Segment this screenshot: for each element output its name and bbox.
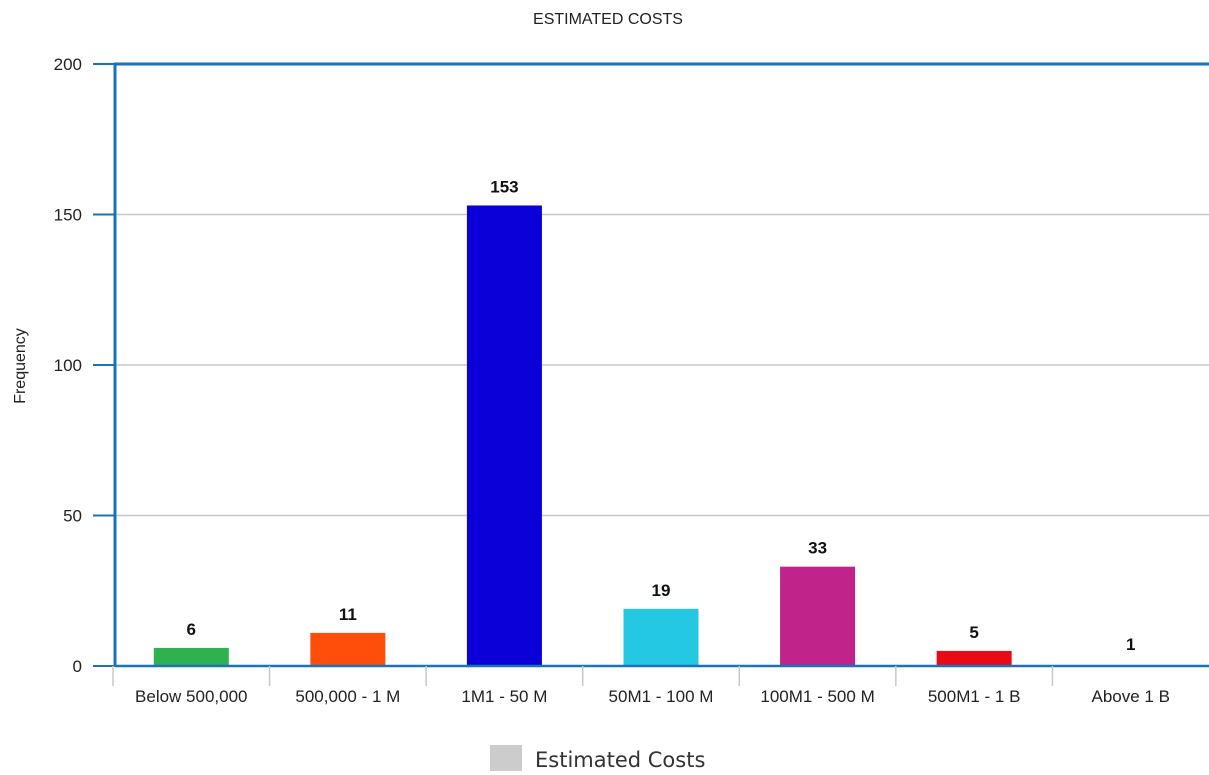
y-tick-labels: 0 50 100 150 200 (54, 55, 115, 676)
legend-swatch (490, 745, 522, 771)
x-tick-label: Above 1 B (1091, 687, 1169, 706)
data-labels: 6 11 153 19 33 5 1 (187, 177, 1136, 654)
bar[interactable] (623, 608, 699, 666)
y-axis-label: Frequency (12, 328, 29, 404)
bar[interactable] (466, 205, 542, 666)
bar[interactable] (310, 632, 386, 666)
data-label: 11 (339, 605, 357, 624)
x-tick-label: 1M1 - 50 M (461, 687, 547, 706)
data-label: 153 (490, 177, 518, 196)
x-tick-label: 50M1 - 100 M (609, 687, 714, 706)
y-tick-label: 0 (73, 657, 82, 676)
y-tick-label: 150 (54, 206, 82, 225)
gridlines (115, 213, 1209, 517)
x-tick-label: 100M1 - 500 M (760, 687, 874, 706)
legend[interactable]: Estimated Costs (490, 745, 705, 772)
y-tick-label: 50 (63, 507, 82, 526)
x-tick-label: 500,000 - 1 M (295, 687, 400, 706)
x-tick-label: 500M1 - 1 B (928, 687, 1021, 706)
x-tick-labels: Below 500,000 500,000 - 1 M 1M1 - 50 M 50M1… (112, 666, 1170, 706)
chart-title: ESTIMATED COSTS (533, 11, 683, 28)
bar[interactable] (780, 566, 856, 666)
legend-label: Estimated Costs (535, 748, 705, 772)
y-tick-label: 100 (54, 356, 82, 375)
y-tick-label: 200 (54, 55, 82, 74)
data-label: 1 (1126, 635, 1135, 654)
x-tick-label: Below 500,000 (135, 687, 247, 706)
bar[interactable] (153, 647, 229, 666)
data-label: 6 (187, 620, 196, 639)
data-label: 33 (808, 539, 827, 558)
data-label: 19 (652, 581, 671, 600)
data-label: 5 (969, 623, 978, 642)
bars (153, 205, 1012, 666)
bar[interactable] (936, 650, 1012, 666)
